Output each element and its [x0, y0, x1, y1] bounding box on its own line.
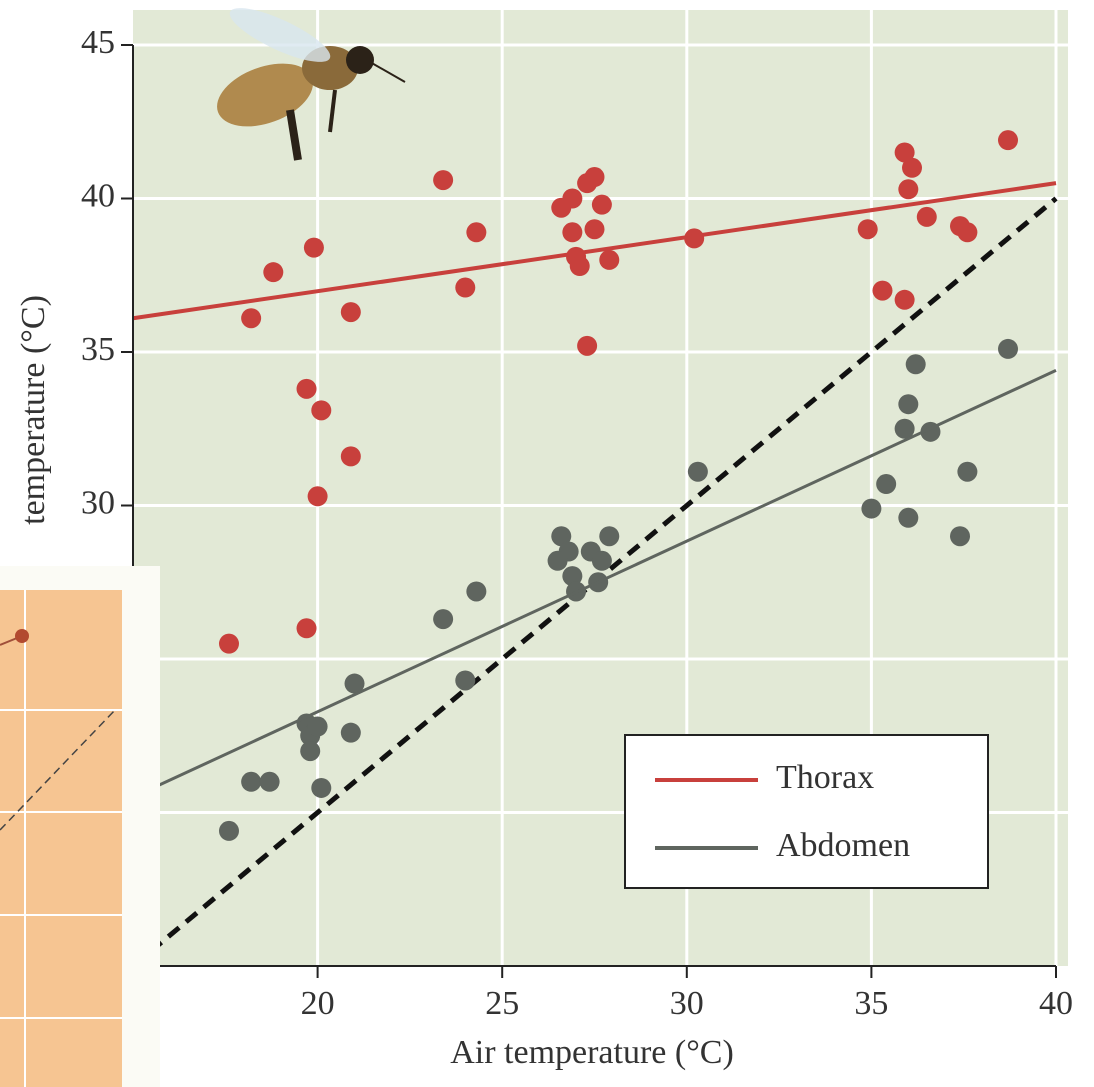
data-point — [998, 338, 1019, 359]
inset-figure — [0, 566, 160, 1087]
data-point — [872, 280, 893, 301]
data-point — [584, 219, 605, 240]
data-point — [898, 394, 919, 415]
bee-illustration — [217, 8, 406, 161]
data-point — [303, 237, 324, 258]
marks — [131, 130, 1058, 968]
data-point — [569, 256, 590, 277]
data-point — [861, 498, 882, 519]
y-tick-label: 45 — [81, 24, 115, 61]
data-point — [591, 550, 612, 571]
data-point — [307, 716, 328, 737]
data-point — [894, 418, 915, 439]
data-point — [894, 142, 915, 163]
data-point — [311, 400, 332, 421]
data-point — [300, 741, 321, 762]
data-point — [466, 581, 487, 602]
y-tick-label: 40 — [81, 177, 115, 214]
data-point — [898, 507, 919, 528]
data-point — [591, 194, 612, 215]
data-point — [957, 461, 978, 482]
data-point — [898, 179, 919, 200]
data-point — [218, 633, 239, 654]
data-point — [902, 157, 923, 178]
data-point — [311, 777, 332, 798]
data-point — [296, 378, 317, 399]
x-tick-label: 40 — [1039, 985, 1073, 1022]
data-point — [562, 188, 583, 209]
data-point — [241, 308, 262, 329]
data-point — [876, 474, 897, 495]
x-tick-label: 35 — [854, 985, 888, 1022]
data-point — [950, 526, 971, 547]
y-axis-label: temperature (°C) — [15, 295, 52, 525]
legend-label: Thorax — [776, 759, 874, 796]
data-point — [340, 722, 361, 743]
data-point — [562, 222, 583, 243]
data-point — [218, 820, 239, 841]
x-axis-label: Air temperature (°C) — [450, 1034, 734, 1071]
data-point — [259, 771, 280, 792]
data-point — [296, 618, 317, 639]
fit-line — [132, 181, 1057, 321]
data-point — [998, 130, 1019, 151]
data-point — [433, 609, 454, 630]
data-point — [344, 673, 365, 694]
data-point — [466, 222, 487, 243]
data-point — [340, 446, 361, 467]
data-point — [599, 526, 620, 547]
data-point — [455, 277, 476, 298]
data-point — [687, 461, 708, 482]
data-point — [562, 566, 583, 587]
data-point — [577, 335, 598, 356]
data-point — [455, 670, 476, 691]
data-point — [894, 289, 915, 310]
data-point — [957, 222, 978, 243]
data-point — [547, 550, 568, 571]
data-point — [551, 526, 572, 547]
fit-line — [132, 369, 1057, 799]
data-point — [905, 354, 926, 375]
x-tick-label: 25 — [485, 985, 519, 1022]
data-point — [857, 219, 878, 240]
legend: Thorax Abdomen — [624, 734, 989, 889]
y-tick-label: 30 — [81, 484, 115, 521]
data-point — [263, 262, 284, 283]
x-tick-label: 20 — [301, 985, 335, 1022]
data-point — [916, 206, 937, 227]
data-point — [241, 771, 262, 792]
data-point — [433, 170, 454, 191]
data-point — [340, 302, 361, 323]
data-point — [599, 249, 620, 270]
y-tick-label: 35 — [81, 331, 115, 368]
data-point — [307, 486, 328, 507]
legend-box — [624, 734, 989, 889]
data-point — [584, 167, 605, 188]
legend-label: Abdomen — [776, 827, 910, 864]
x-tick-label: 30 — [670, 985, 704, 1022]
